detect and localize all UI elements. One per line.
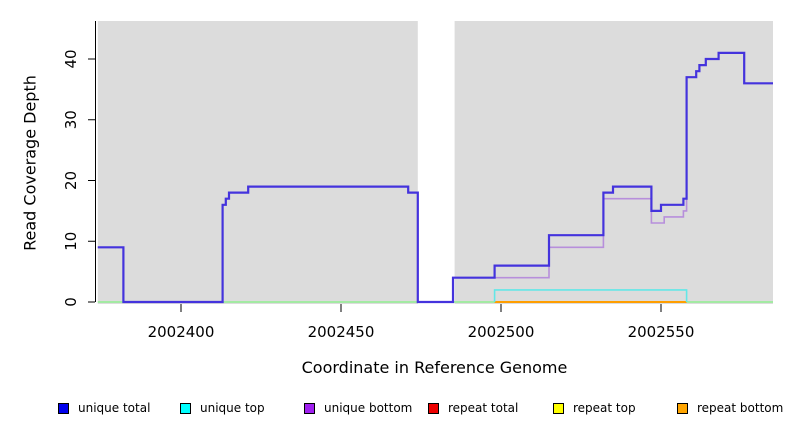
y-tick-label: 20	[62, 171, 80, 190]
legend-swatch-unique-top	[180, 402, 191, 414]
y-tick-label: 0	[62, 297, 80, 307]
legend-item-unique-total: unique total	[58, 399, 150, 417]
y-tick-label: 40	[62, 49, 80, 68]
x-axis-title: Coordinate in Reference Genome	[301, 358, 568, 377]
legend-label-repeat-total: repeat total	[448, 401, 519, 415]
legend-swatch-unique-total	[58, 402, 69, 414]
plot-panel-right	[454, 21, 773, 304]
x-tick-label: 2002400	[148, 323, 215, 341]
legend-swatch-repeat-bottom	[677, 402, 688, 414]
series-line-unique-top	[493, 289, 688, 302]
legend-item-unique-bottom: unique bottom	[304, 399, 412, 417]
legend-item-repeat-total: repeat total	[428, 399, 518, 417]
y-tick-label: 10	[62, 232, 80, 251]
legend-item-repeat-top: repeat top	[553, 399, 636, 417]
legend-item-unique-top: unique top	[180, 399, 265, 417]
legend-label-repeat-bottom: repeat bottom	[697, 401, 784, 415]
y-axis-title: Read Coverage Depth	[20, 75, 40, 251]
legend-swatch-repeat-top	[553, 402, 564, 414]
legend-swatch-unique-bottom	[304, 402, 315, 414]
legend: unique total unique top unique bottom repea…	[0, 399, 792, 419]
x-tick-label: 2002550	[628, 323, 695, 341]
legend-label-unique-total: unique total	[78, 401, 151, 415]
legend-label-repeat-top: repeat top	[573, 401, 636, 415]
plot-panel-left	[97, 21, 418, 304]
legend-label-unique-top: unique top	[200, 401, 265, 415]
y-tick-label: 30	[62, 110, 80, 129]
series-line-unique-total	[97, 51, 773, 304]
x-tick-label: 2002450	[308, 323, 375, 341]
legend-label-unique-bottom: unique bottom	[324, 401, 413, 415]
x-tick-label: 2002500	[468, 323, 535, 341]
legend-swatch-repeat-total	[428, 402, 439, 414]
legend-item-repeat-bottom: repeat bottom	[677, 399, 783, 417]
